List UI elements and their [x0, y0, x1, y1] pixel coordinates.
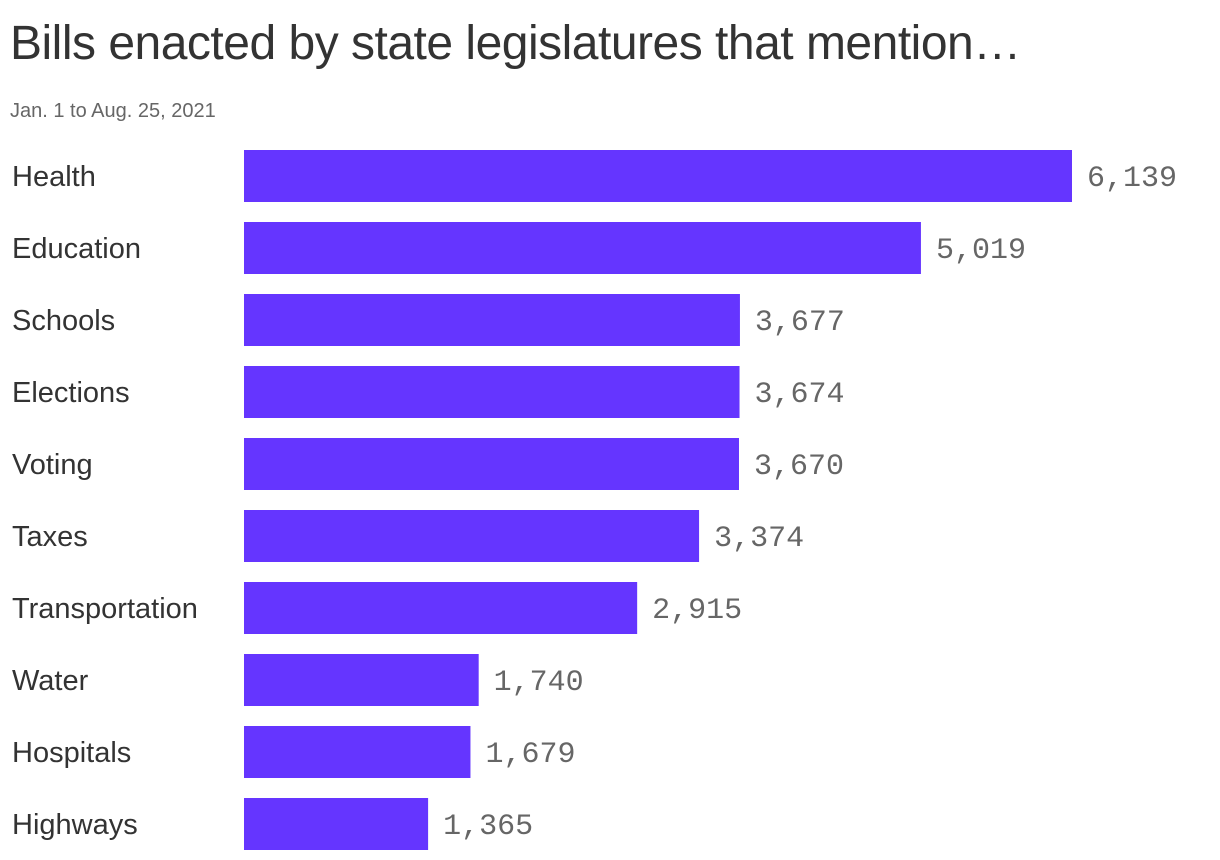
value-label: 1,365 [443, 810, 533, 844]
bar-row-schools: Schools 3,677 [12, 294, 845, 346]
bar-row-transportation: Transportation 2,915 [12, 582, 742, 634]
category-label: Schools [12, 305, 115, 337]
value-label: 1,679 [485, 738, 575, 772]
bar-row-taxes: Taxes 3,374 [12, 510, 804, 562]
category-label: Voting [12, 449, 93, 481]
bar-row-water: Water 1,740 [12, 654, 584, 706]
value-label: 2,915 [652, 594, 742, 628]
bar [244, 222, 921, 274]
bar [244, 150, 1072, 202]
value-label: 3,677 [755, 306, 845, 340]
category-label: Elections [12, 377, 130, 409]
category-label: Water [12, 665, 89, 697]
category-label: Highways [12, 809, 138, 841]
bar [244, 726, 471, 778]
bar [244, 582, 638, 634]
category-label: Taxes [12, 521, 88, 553]
value-label: 3,674 [755, 378, 845, 412]
category-label: Health [12, 161, 96, 193]
category-label: Education [12, 233, 141, 265]
bar-row-health: Health 6,139 [12, 150, 1177, 202]
bar-row-education: Education 5,019 [12, 222, 1026, 274]
bar [244, 654, 479, 706]
category-label: Transportation [12, 593, 198, 625]
bar [244, 798, 429, 850]
chart-subtitle: Jan. 1 to Aug. 25, 2021 [10, 100, 216, 122]
bar [244, 438, 739, 490]
value-label: 5,019 [936, 234, 1026, 268]
chart-title: Bills enacted by state legislatures that… [10, 17, 1021, 70]
value-label: 3,374 [714, 522, 804, 556]
bar [244, 294, 740, 346]
bar [244, 510, 700, 562]
value-label: 3,670 [754, 450, 844, 484]
bar-row-elections: Elections 3,674 [12, 366, 845, 418]
category-label: Hospitals [12, 737, 131, 769]
bar-row-hospitals: Hospitals 1,679 [12, 726, 575, 778]
bar-row-highways: Highways 1,365 [12, 798, 533, 850]
value-label: 1,740 [494, 666, 584, 700]
bar [244, 366, 740, 418]
value-label: 6,139 [1087, 162, 1177, 196]
bar-row-voting: Voting 3,670 [12, 438, 844, 490]
